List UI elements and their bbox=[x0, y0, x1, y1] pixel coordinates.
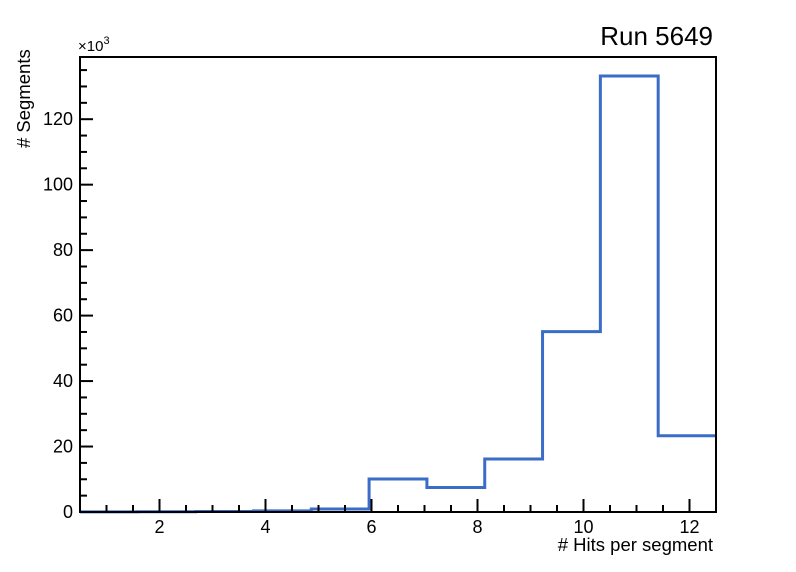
x-tick-label: 12 bbox=[679, 517, 699, 537]
y-tick-label: 100 bbox=[43, 175, 73, 195]
frame-layer bbox=[79, 56, 717, 513]
x-tick-label: 2 bbox=[154, 517, 164, 537]
histogram-line bbox=[80, 74, 716, 514]
y-axis-multiplier: ×103 bbox=[78, 35, 110, 55]
y-tick-label: 60 bbox=[53, 306, 73, 326]
x-axis-title: # Hits per segment bbox=[558, 534, 713, 555]
y-tick-label: 40 bbox=[53, 371, 73, 391]
histogram-layer bbox=[80, 74, 716, 514]
y-tick-label: 0 bbox=[63, 502, 73, 522]
y-axis-multiplier-exponent: 3 bbox=[103, 35, 109, 47]
y-axis-title: # Segments bbox=[13, 49, 34, 148]
x-tick-label: 4 bbox=[260, 517, 270, 537]
chart-frame bbox=[79, 56, 717, 513]
y-axis-multiplier-base: ×10 bbox=[78, 38, 103, 55]
chart-title: Run 5649 bbox=[600, 21, 713, 51]
y-tick-label: 120 bbox=[43, 109, 73, 129]
x-tick-label: 10 bbox=[573, 517, 593, 537]
tick-layer: 0 20 40 60 80 100 120 2 4 6 8 10 12 bbox=[43, 69, 700, 537]
y-tick-label: 20 bbox=[53, 437, 73, 457]
x-tick-label: 8 bbox=[472, 517, 482, 537]
x-tick-label: 6 bbox=[366, 517, 376, 537]
y-tick-label: 80 bbox=[53, 240, 73, 260]
